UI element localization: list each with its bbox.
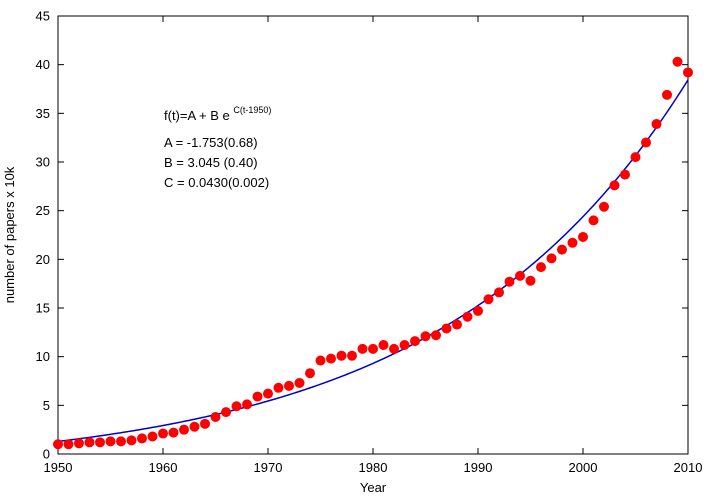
- data-point: [641, 137, 651, 148]
- data-point: [515, 270, 525, 281]
- y-axis-label: number of papers x 10k: [2, 166, 17, 303]
- data-point: [557, 244, 567, 255]
- data-point: [147, 431, 158, 442]
- fit-param-c: C = 0.0430(0.002): [164, 175, 269, 190]
- data-point: [672, 56, 683, 67]
- data-point: [588, 215, 599, 226]
- y-tick-label: 45: [36, 9, 50, 24]
- data-point: [368, 343, 378, 354]
- data-point: [473, 305, 483, 316]
- x-tick-label: 1970: [254, 460, 283, 475]
- data-point: [483, 294, 494, 305]
- fit-curve: [57, 79, 689, 443]
- data-point: [578, 231, 588, 242]
- data-point: [53, 439, 63, 450]
- fit-formula-main: f(t)=A + B e: [164, 108, 230, 123]
- data-point: [599, 201, 609, 212]
- data-point: [168, 427, 179, 438]
- data-point: [63, 439, 74, 450]
- data-point: [158, 428, 168, 439]
- data-point: [609, 180, 620, 191]
- fit-formula-exponent: C(t-1950): [233, 105, 271, 115]
- data-point: [662, 89, 672, 100]
- data-point: [452, 319, 462, 330]
- y-tick-label: 0: [43, 447, 50, 462]
- data-point: [378, 339, 389, 350]
- data-point: [221, 407, 231, 418]
- data-point: [410, 336, 420, 347]
- data-point: [683, 67, 693, 78]
- data-point: [347, 350, 357, 361]
- axis-ticks: 1950 1960 1970 1980 1990 2000 2010 0 5 10 15 20 25 30…: [36, 9, 703, 476]
- data-point: [389, 343, 399, 354]
- y-tick-label: 20: [36, 252, 50, 267]
- fit-formula: f(t)=A + B e C(t-1950): [164, 105, 271, 123]
- data-point: [137, 433, 147, 444]
- data-point: [305, 368, 315, 379]
- data-point: [210, 412, 221, 423]
- data-point: [546, 253, 557, 264]
- x-tick-label: 2010: [674, 460, 703, 475]
- fit-param-a: A = -1.753(0.68): [164, 135, 258, 150]
- data-point: [651, 119, 662, 130]
- y-tick-label: 5: [43, 398, 50, 413]
- data-point: [200, 418, 210, 429]
- data-point: [284, 380, 294, 391]
- fit-layer: [57, 79, 689, 443]
- fit-annotation: f(t)=A + B e C(t-1950) A = -1.753(0.68) …: [164, 105, 271, 190]
- x-axis-label: Year: [360, 480, 387, 495]
- data-points: [53, 56, 693, 450]
- data-point: [105, 436, 116, 447]
- data-point: [620, 169, 630, 180]
- data-point: [504, 276, 515, 287]
- data-point: [273, 382, 284, 393]
- data-point: [252, 391, 263, 402]
- data-point: [179, 424, 189, 435]
- data-point: [494, 287, 504, 298]
- data-point: [84, 437, 95, 448]
- data-point: [231, 401, 242, 412]
- data-point: [567, 237, 578, 248]
- y-tick-label: 10: [36, 349, 50, 364]
- data-point: [462, 311, 473, 322]
- data-point: [294, 377, 305, 388]
- data-point: [431, 330, 441, 341]
- x-tick-label: 1980: [359, 460, 388, 475]
- y-tick-label: 30: [36, 155, 50, 170]
- data-point: [263, 388, 273, 399]
- y-tick-label: 40: [36, 57, 50, 72]
- data-point: [336, 350, 347, 361]
- data-point: [74, 438, 84, 449]
- x-tick-label: 1990: [464, 460, 493, 475]
- data-point: [399, 339, 410, 350]
- data-point: [116, 436, 126, 447]
- x-tick-label: 1960: [149, 460, 178, 475]
- data-point: [242, 399, 252, 410]
- data-point: [441, 323, 452, 334]
- fit-param-b: B = 3.045 (0.40): [164, 155, 258, 170]
- plot-frame: [57, 15, 689, 455]
- y-tick-label: 15: [36, 301, 50, 316]
- data-point: [326, 353, 336, 364]
- x-tick-label: 2000: [569, 460, 598, 475]
- y-tick-label: 25: [36, 203, 50, 218]
- data-point: [315, 355, 326, 366]
- data-point: [189, 421, 200, 432]
- data-point: [630, 152, 641, 163]
- data-point: [357, 343, 368, 354]
- y-tick-label: 35: [36, 106, 50, 121]
- data-point: [95, 437, 105, 448]
- data-point: [420, 331, 431, 342]
- data-point: [525, 275, 536, 286]
- data-point: [536, 262, 546, 273]
- data-point: [126, 435, 137, 446]
- x-tick-label: 1950: [44, 460, 73, 475]
